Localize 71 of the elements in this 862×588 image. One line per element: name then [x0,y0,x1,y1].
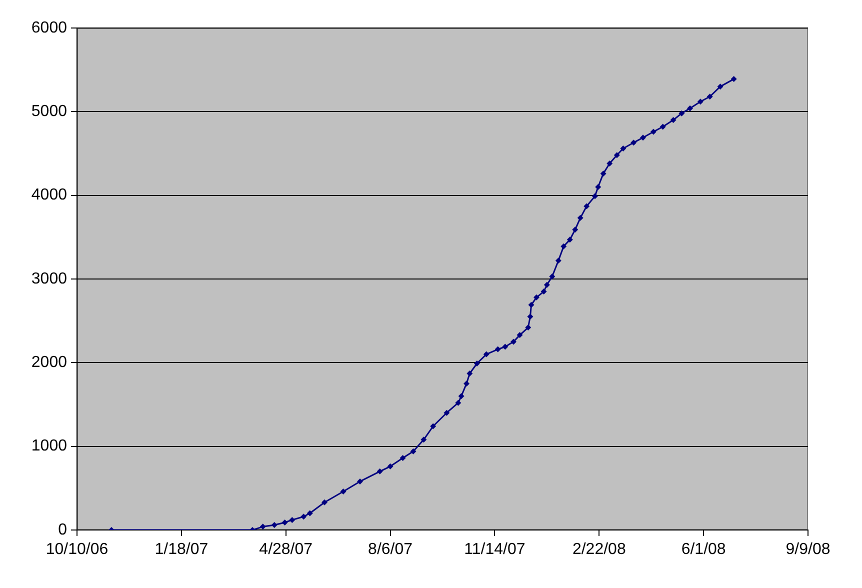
point [606,160,613,167]
point [630,140,637,146]
point [357,478,363,484]
point [697,98,704,105]
point [400,455,406,462]
point [502,344,508,350]
point [306,510,313,516]
point [660,124,666,130]
point [678,110,685,116]
point [271,522,278,528]
point [686,105,693,112]
x-tick-label: 11/14/07 [464,541,526,558]
point [717,84,724,90]
point [566,236,573,243]
point [289,516,296,523]
point [464,380,470,387]
y-tick-label: 4000 [31,186,68,204]
y-tick-label: 3000 [31,270,68,288]
point [376,468,383,474]
y-tick-label: 5000 [31,103,68,120]
x-tick-label: 9/9/08 [786,541,830,558]
point [620,145,626,152]
point [527,314,534,320]
point [466,370,473,377]
point [584,203,590,210]
point [260,524,266,530]
point [282,519,288,526]
point [387,463,394,470]
y-tick-label: 1000 [31,438,68,455]
point [706,94,713,100]
point [300,514,307,520]
point [430,423,436,430]
point [458,393,464,400]
point [474,360,480,367]
point [549,273,556,280]
point [420,436,427,443]
point [444,410,450,416]
point [592,193,598,200]
point [555,258,562,264]
y-tick-label: 0 [58,521,68,538]
x-tick-label: 6/1/08 [681,541,726,558]
y-tick-label: 6000 [31,19,68,36]
point [340,488,346,495]
x-tick-label: 10/10/06 [46,541,108,558]
point [560,243,567,250]
point [321,499,328,506]
point [528,302,534,308]
point [525,324,532,331]
point [614,152,620,158]
point [540,288,547,295]
point [516,332,523,338]
x-tick-label: 2/22/08 [572,541,626,558]
x-tick-label: 1/18/07 [154,541,208,558]
x-tick-label: 8/6/07 [368,541,413,558]
point [510,338,517,345]
point [595,184,602,190]
point [670,117,676,124]
point [572,226,578,233]
point [640,134,646,141]
point [533,294,540,300]
point [494,346,501,352]
point [577,214,584,221]
point [600,170,606,177]
point [483,351,490,358]
x-tick-label: 4/28/07 [259,541,313,558]
y-tick-label: 2000 [31,354,68,372]
point [410,448,416,454]
point [544,282,550,288]
point [650,128,656,135]
point [730,76,737,82]
point [455,400,462,406]
